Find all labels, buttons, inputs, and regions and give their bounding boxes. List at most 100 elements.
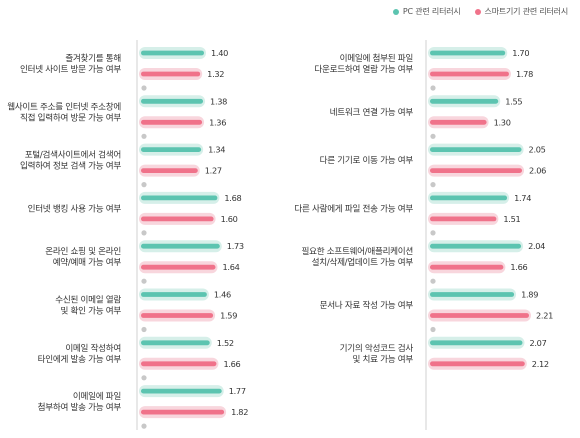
separator-dot bbox=[141, 326, 147, 333]
smart-bar bbox=[430, 71, 509, 77]
separator-dot bbox=[141, 133, 147, 139]
category-label: 웹사이트 주소를 인터넷 주소창에 bbox=[7, 101, 121, 112]
pc-bar bbox=[430, 340, 523, 346]
category-label: 네트워크 연결 가능 여부 bbox=[330, 106, 414, 118]
category-label: 기기의 악성코드 검사 bbox=[340, 342, 414, 354]
separator-dot bbox=[430, 133, 436, 139]
pc-value-label: 1.70 bbox=[512, 48, 529, 58]
smart-value-label: 1.82 bbox=[231, 407, 248, 417]
category-label: 문서나 자료 작성 가능 여부 bbox=[320, 299, 414, 311]
category-label: 필요한 소프트웨어/애플리케이션 bbox=[301, 245, 413, 257]
smart-value-label: 2.12 bbox=[532, 359, 549, 369]
pc-bar bbox=[430, 98, 499, 104]
separator-dot bbox=[430, 230, 436, 236]
category-label: 다운로드하여 열람 가능 여부 bbox=[314, 63, 413, 75]
pc-value-label: 1.52 bbox=[217, 338, 234, 348]
smart-value-label: 1.78 bbox=[516, 69, 533, 79]
pc-bar bbox=[141, 243, 220, 249]
pc-bar bbox=[141, 292, 207, 297]
pc-bar bbox=[141, 98, 204, 104]
pc-value-label: 1.40 bbox=[211, 48, 228, 58]
smart-bar bbox=[141, 119, 203, 125]
category-label: 온라인 쇼핑 및 온라인 bbox=[45, 245, 121, 257]
smart-bar bbox=[430, 168, 523, 173]
category-label: 직접 입력하여 방문 가능 여부 bbox=[20, 111, 121, 123]
pc-bar bbox=[141, 340, 210, 346]
legend-dot-pc bbox=[392, 8, 399, 15]
pc-bar bbox=[141, 388, 222, 394]
pc-value-label: 2.07 bbox=[529, 338, 546, 348]
category-label: 및 치료 가능 여부 bbox=[352, 353, 413, 365]
smart-bar bbox=[141, 71, 201, 77]
smart-bar bbox=[430, 216, 497, 222]
legend-label-smart: 스마트기기 관련 리터러시 bbox=[484, 7, 569, 16]
separator-dot bbox=[430, 326, 436, 333]
separator-dot bbox=[141, 375, 147, 381]
category-label: 인터넷 사이트 방문 가능 여부 bbox=[20, 63, 121, 75]
separator-dot bbox=[430, 278, 436, 284]
separator-dot bbox=[141, 278, 147, 284]
category-label: 및 확인 가능 여부 bbox=[60, 305, 121, 317]
smart-bar bbox=[141, 361, 217, 367]
smart-value-label: 1.59 bbox=[220, 311, 237, 321]
pc-value-label: 1.38 bbox=[210, 96, 227, 106]
smart-value-label: 1.32 bbox=[207, 69, 224, 79]
pc-bar bbox=[430, 50, 506, 56]
smart-value-label: 1.51 bbox=[503, 214, 520, 224]
category-label: 이메일에 파일 bbox=[73, 391, 121, 402]
pc-value-label: 2.05 bbox=[529, 145, 546, 155]
pc-value-label: 1.46 bbox=[214, 290, 231, 300]
separator-dot bbox=[430, 85, 436, 91]
separator-dot bbox=[430, 182, 436, 188]
pc-bar bbox=[430, 147, 522, 152]
category-label: 이메일 작성하여 bbox=[65, 342, 121, 354]
pc-bar bbox=[141, 50, 204, 56]
legend-item-smart: 스마트기기 관련 리터러시 bbox=[474, 6, 569, 17]
category-label: 즐겨찾기를 통해 bbox=[65, 53, 121, 64]
category-label: 타인에게 발송 가능 여부 bbox=[38, 353, 122, 365]
category-label: 다른 기기로 이동 가능 여부 bbox=[320, 154, 414, 166]
legend-dot-smart bbox=[474, 8, 481, 15]
pc-value-label: 1.77 bbox=[229, 386, 246, 396]
smart-bar bbox=[430, 361, 525, 367]
pc-bar bbox=[141, 147, 202, 152]
separator-dot bbox=[141, 230, 147, 236]
separator-dot bbox=[141, 85, 147, 91]
smart-value-label: 1.60 bbox=[221, 214, 238, 224]
pc-value-label: 1.73 bbox=[227, 241, 244, 251]
separator-dot bbox=[141, 182, 147, 188]
smart-value-label: 1.66 bbox=[510, 262, 527, 272]
category-label: 다른 사람에게 파일 전송 가능 여부 bbox=[294, 202, 413, 214]
pc-value-label: 1.55 bbox=[505, 96, 522, 106]
smart-value-label: 1.27 bbox=[205, 166, 222, 176]
smart-value-label: 1.36 bbox=[209, 117, 226, 127]
smart-value-label: 1.66 bbox=[223, 359, 240, 369]
category-label: 포털/검색사이트에서 검색어 bbox=[25, 149, 121, 161]
smart-bar bbox=[430, 264, 504, 270]
pc-value-label: 1.68 bbox=[224, 193, 241, 203]
category-label: 이메일에 첨부된 파일 bbox=[340, 52, 414, 64]
category-label: 입력하여 정보 검색 가능 여부 bbox=[20, 160, 121, 172]
smart-value-label: 1.30 bbox=[494, 117, 511, 127]
smart-bar bbox=[141, 313, 214, 318]
pc-value-label: 1.89 bbox=[521, 290, 538, 300]
separator-dot bbox=[141, 423, 147, 429]
pc-bar bbox=[430, 292, 515, 297]
smart-bar bbox=[141, 168, 198, 173]
legend-label-pc: PC 관련 리터러시 bbox=[402, 7, 461, 16]
category-label: 인터넷 뱅킹 사용 가능 여부 bbox=[28, 202, 122, 214]
smart-value-label: 2.21 bbox=[536, 311, 553, 321]
pc-bar bbox=[430, 195, 508, 201]
category-label: 설치/삭제/업데이트 가능 여부 bbox=[312, 256, 414, 268]
smart-value-label: 2.06 bbox=[529, 166, 546, 176]
category-label: 첨부하여 발송 가능 여부 bbox=[38, 401, 122, 413]
smart-bar bbox=[430, 313, 529, 318]
smart-bar bbox=[141, 409, 225, 415]
pc-bar bbox=[430, 243, 522, 249]
legend-item-pc: PC 관련 리터러시 bbox=[392, 6, 461, 17]
smart-bar bbox=[141, 264, 216, 270]
smart-bar bbox=[430, 119, 487, 125]
